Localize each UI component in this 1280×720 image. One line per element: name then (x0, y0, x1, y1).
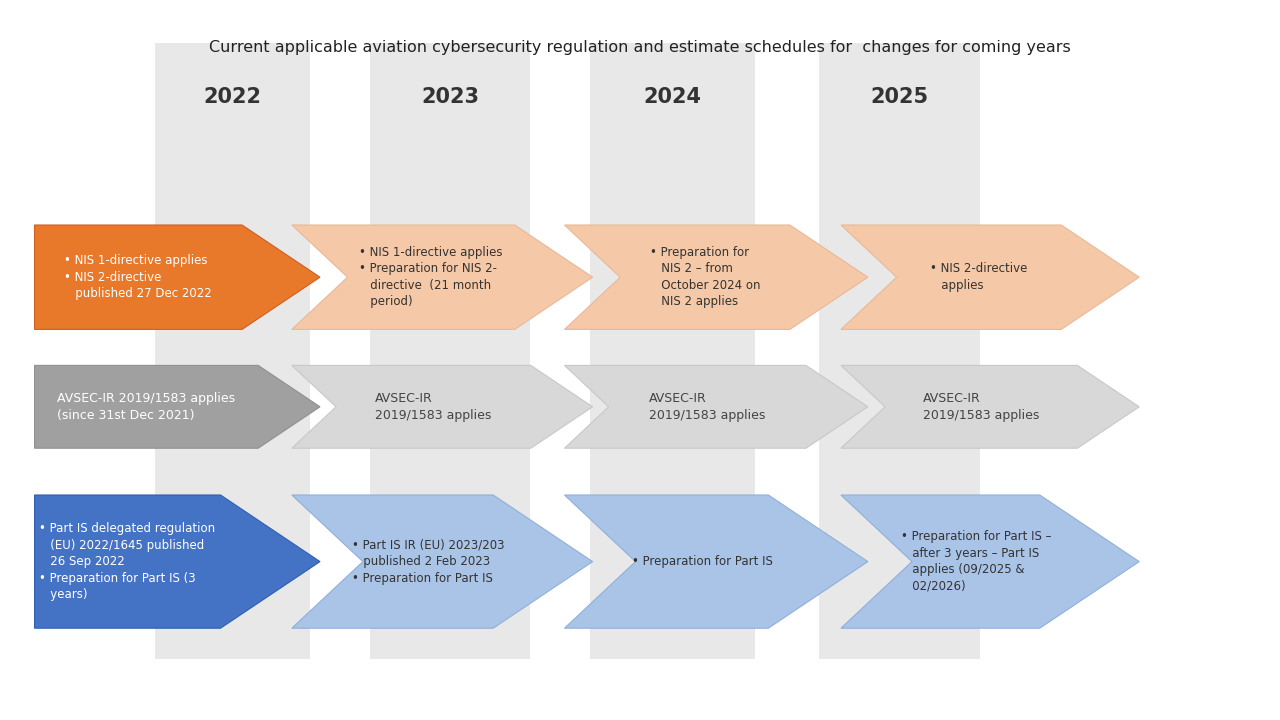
Text: • NIS 1-directive applies
• NIS 2-directive
   published 27 Dec 2022: • NIS 1-directive applies • NIS 2-direct… (64, 254, 212, 300)
Text: • Preparation for
   NIS 2 – from
   October 2024 on
   NIS 2 applies: • Preparation for NIS 2 – from October 2… (650, 246, 760, 308)
Text: 2022: 2022 (204, 87, 261, 107)
Text: AVSEC-IR
2019/1583 applies: AVSEC-IR 2019/1583 applies (375, 392, 492, 421)
Polygon shape (35, 495, 320, 628)
Text: Current applicable aviation cybersecurity regulation and estimate schedules for : Current applicable aviation cybersecurit… (209, 40, 1071, 55)
Text: • Part IS IR (EU) 2023/203
   published 2 Feb 2023
• Preparation for Part IS: • Part IS IR (EU) 2023/203 published 2 F… (352, 539, 504, 585)
Text: 2024: 2024 (644, 87, 701, 107)
Bar (370, 43, 530, 659)
Polygon shape (841, 365, 1139, 448)
Bar (590, 43, 755, 659)
Polygon shape (292, 495, 593, 628)
Text: AVSEC-IR 2019/1583 applies
(since 31st Dec 2021): AVSEC-IR 2019/1583 applies (since 31st D… (58, 392, 236, 421)
Text: • Preparation for Part IS: • Preparation for Part IS (631, 555, 772, 568)
Text: 2023: 2023 (421, 87, 479, 107)
Polygon shape (35, 225, 320, 330)
Text: 2025: 2025 (870, 87, 929, 107)
Polygon shape (564, 495, 868, 628)
Polygon shape (564, 225, 868, 330)
Polygon shape (35, 365, 320, 448)
Text: • Preparation for Part IS –
   after 3 years – Part IS
   applies (09/2025 &
   : • Preparation for Part IS – after 3 year… (901, 531, 1051, 593)
Text: AVSEC-IR
2019/1583 applies: AVSEC-IR 2019/1583 applies (649, 392, 765, 421)
Text: • NIS 1-directive applies
• Preparation for NIS 2-
   directive  (21 month
   pe: • NIS 1-directive applies • Preparation … (360, 246, 503, 308)
Text: • NIS 2-directive
   applies: • NIS 2-directive applies (931, 263, 1028, 292)
Bar (819, 43, 980, 659)
Polygon shape (564, 365, 868, 448)
Polygon shape (841, 225, 1139, 330)
Polygon shape (841, 495, 1139, 628)
Polygon shape (292, 365, 593, 448)
Polygon shape (292, 225, 593, 330)
Text: • Part IS delegated regulation
   (EU) 2022/1645 published
   26 Sep 2022
• Prep: • Part IS delegated regulation (EU) 2022… (40, 522, 215, 601)
Text: AVSEC-IR
2019/1583 applies: AVSEC-IR 2019/1583 applies (923, 392, 1039, 421)
Bar (155, 43, 310, 659)
